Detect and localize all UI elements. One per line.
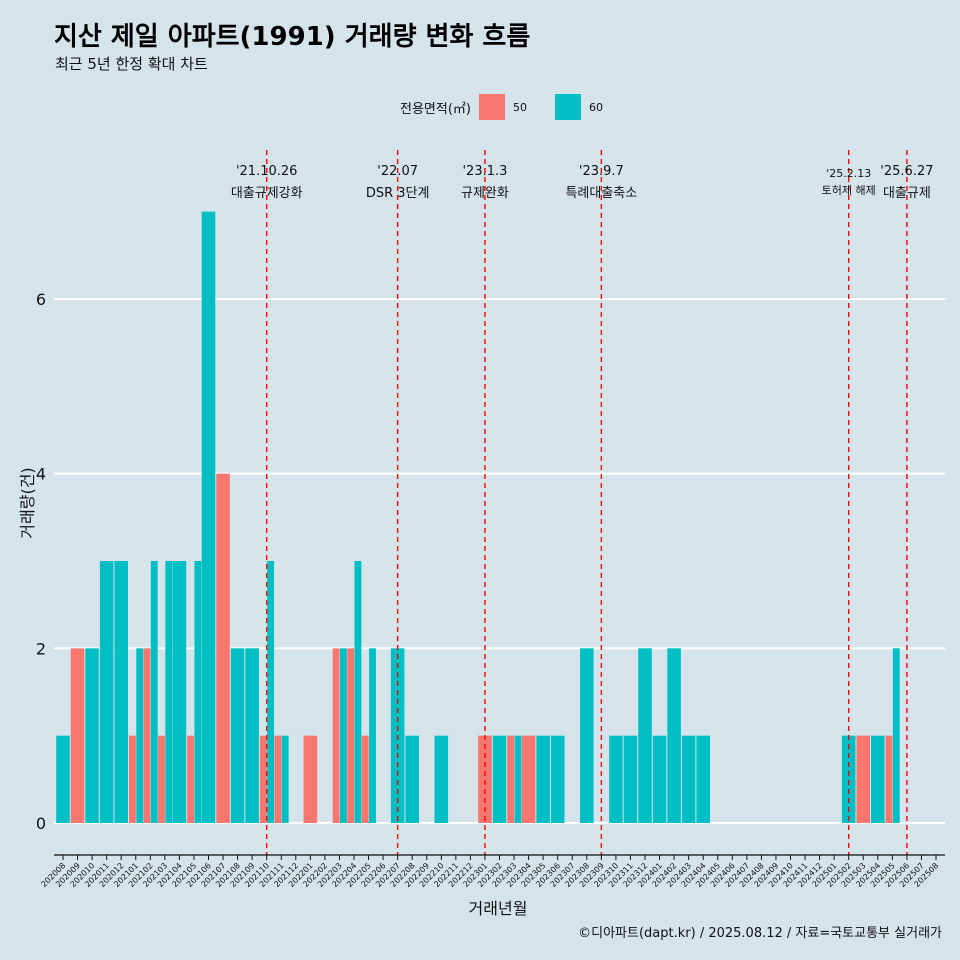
y-tick-label-4: 4 [36,465,46,484]
bar-60-202404 [696,735,710,823]
bar-60-202108 [230,648,245,823]
y-tick-label-0: 0 [36,814,46,833]
bar-60-202110 [267,561,275,823]
bar-60-202103 [165,561,173,823]
bar-60-202104 [172,561,187,823]
bar-60-202105 [194,561,202,823]
legend-title: 전용면적(㎡) [400,101,471,117]
bar-60-202011 [99,561,114,823]
bar-60-202403 [681,735,696,823]
bar-50-202303 [507,735,515,823]
event-date-202207: '22.07 [377,164,418,179]
bar-60-202303 [514,735,522,823]
event-text-202110: 대출규제강화 [231,186,303,201]
event-text-202506: 대출규제 [883,186,931,201]
bar-50-202301 [478,735,492,823]
event-text-202502: 토허제 해제 [822,183,876,197]
bar-50-202204 [347,648,355,823]
bar-60-202102 [150,561,158,823]
event-lines [266,150,908,855]
event-annotations: '21.10.26 대출규제강화 '22.07 DSR 3단계 '23.1.3 규제완화 '… [231,164,934,201]
bar-50-202505 [885,735,893,823]
bars [56,211,900,823]
legend-label-50: 50 [512,100,527,114]
x-axis: 2020082020092020102020112020122021012021… [39,854,945,889]
y-axis-label: 거래량(건) [18,467,37,538]
event-text-202301: 규제완화 [461,186,509,201]
y-axis: 0 2 4 6 [36,290,46,833]
chart-title: 지산 제일 아파트(1991) 거래량 변화 흐름 [54,22,531,52]
bar-60-202402 [667,648,681,823]
bar-60-202109 [245,648,259,823]
event-date-202309: '23.9.7 [579,164,624,179]
bar-50-202103 [158,735,165,823]
bar-50-202201 [303,735,318,823]
bar-50-202101 [128,735,136,823]
bar-50-202111 [274,735,282,823]
x-axis-label: 거래년월 [469,899,528,918]
legend-label-60: 60 [588,100,603,114]
bar-60-202306 [550,735,565,823]
bar-60-202308 [580,648,594,823]
bar-60-202106 [201,211,216,823]
bar-60-202305 [536,735,550,823]
bar-60-202208 [405,735,419,823]
bar-60-202210 [434,735,449,823]
bar-60-202311 [623,735,638,823]
bar-60-202111 [281,735,289,823]
bar-50-202107 [216,473,230,823]
y-tick-label-6: 6 [36,290,46,309]
bar-50-202102 [143,648,151,823]
event-text-202207: DSR 3단계 [366,186,430,201]
y-tick-label-2: 2 [36,639,46,658]
bar-60-202203 [339,648,347,823]
bar-60-202310 [609,735,623,823]
bar-60-202008 [56,735,70,823]
bar-60-202010 [85,648,99,823]
bar-60-202205 [369,648,376,823]
bar-60-202101 [136,648,144,823]
event-date-202110: '21.10.26 [236,164,297,179]
bar-50-202009 [70,648,85,823]
bar-60-202312 [638,648,652,823]
bar-60-202504 [871,735,885,823]
legend-key-50 [478,94,505,120]
event-text-202309: 특례대출축소 [565,186,637,201]
bar-50-202503 [856,735,871,823]
event-date-202502: '25.2.13 [826,167,871,180]
source-caption: ©디아파트(dapt.kr) / 2025.08.12 / 자료=국토교통부 실… [578,926,942,941]
legend: 전용면적(㎡) 50 60 [400,93,631,121]
bar-60-202505 [892,648,900,823]
bar-50-202203 [332,648,340,823]
bar-50-202110 [259,735,267,823]
legend-key-60 [554,94,581,120]
bar-60-202401 [652,735,667,823]
bar-60-202204 [354,561,362,823]
bar-50-202205 [361,735,369,823]
bar-50-202105 [187,735,195,823]
bar-60-202502 [841,735,856,823]
event-date-202301: '23.1.3 [462,164,507,179]
event-date-202506: '25.6.27 [880,164,933,179]
bar-50-202304 [521,735,536,823]
bar-60-202012 [114,561,128,823]
chart-subtitle: 최근 5년 한정 확대 차트 [55,55,208,73]
bar-60-202302 [492,735,507,823]
